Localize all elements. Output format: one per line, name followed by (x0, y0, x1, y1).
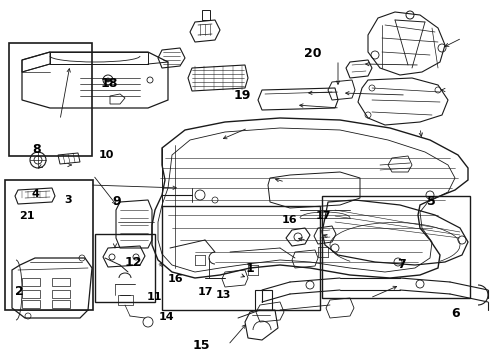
Text: 17: 17 (198, 287, 214, 297)
Text: 2: 2 (15, 285, 24, 298)
Text: 11: 11 (147, 292, 162, 302)
Bar (5, 180, 93, 310)
Text: 14: 14 (159, 312, 174, 322)
Text: 9: 9 (112, 195, 121, 208)
Bar (52, 300, 70, 308)
Text: 20: 20 (304, 47, 321, 60)
Bar (162, 206, 320, 310)
Bar (322, 196, 470, 298)
Text: 19: 19 (234, 89, 251, 102)
Text: 16: 16 (168, 274, 183, 284)
Text: 8: 8 (32, 143, 41, 156)
Text: 4: 4 (31, 189, 39, 199)
Circle shape (106, 78, 110, 82)
Text: 15: 15 (192, 339, 210, 352)
Text: 3: 3 (65, 195, 73, 205)
Text: 13: 13 (215, 290, 231, 300)
Text: 17: 17 (316, 211, 331, 221)
Bar (52, 290, 70, 298)
Text: 7: 7 (397, 258, 406, 271)
Text: 12: 12 (124, 256, 142, 269)
Bar (22, 300, 40, 308)
Bar (95, 234, 155, 302)
Text: 6: 6 (451, 307, 460, 320)
Bar (9, 43, 92, 156)
Bar (52, 278, 70, 286)
Text: 16: 16 (281, 215, 297, 225)
Text: 10: 10 (99, 150, 115, 160)
Text: 18: 18 (100, 77, 118, 90)
Text: 21: 21 (19, 211, 35, 221)
Text: 1: 1 (245, 262, 254, 275)
Bar (22, 278, 40, 286)
Bar (118, 295, 133, 305)
Text: 5: 5 (427, 195, 436, 208)
Bar (22, 290, 40, 298)
